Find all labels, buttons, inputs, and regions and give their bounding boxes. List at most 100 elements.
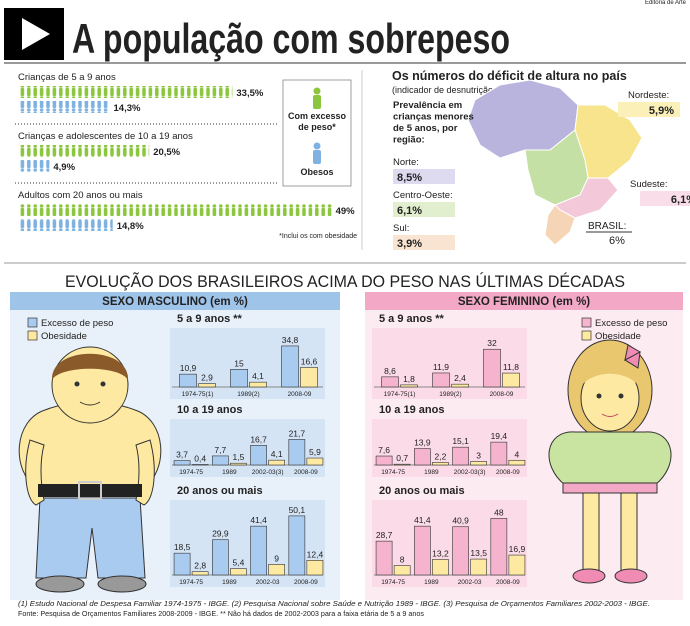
value-label: 0,7 (396, 453, 408, 463)
bar (306, 457, 324, 466)
footnote: Fonte: Pesquisa de Orçamentos Familiares… (18, 609, 424, 618)
value-label: 8,6 (384, 366, 396, 376)
shoe (614, 568, 648, 584)
bar (432, 559, 449, 576)
value-box (640, 191, 690, 206)
panel-header (365, 292, 683, 310)
category-label: 1974-75(1) (384, 391, 416, 398)
icon-row (18, 101, 110, 113)
value-label: 11,9 (433, 362, 449, 372)
hair (51, 353, 129, 380)
legend-label: Obesidade (595, 331, 641, 342)
bar (268, 564, 285, 576)
group-label: Crianças e adolescentes de 10 a 19 anos (18, 131, 193, 142)
bar (400, 384, 418, 388)
category-label: 1974-75(1) (182, 391, 214, 398)
credit: Editoria de Arte (645, 0, 687, 6)
map-description: região: (393, 135, 425, 146)
icon-row (18, 145, 150, 157)
category-label: 2002-03(3) (252, 469, 284, 476)
panel-title: SEXO MASCULINO (em %) (102, 296, 248, 308)
bar (288, 439, 306, 466)
bar (502, 372, 520, 388)
value-label: 29,9 (212, 529, 229, 539)
panel-header (10, 292, 340, 310)
bar (490, 518, 508, 576)
category-label: 1989 (424, 579, 439, 586)
bar (300, 367, 318, 388)
region-value: 5,9% (649, 105, 674, 117)
value-label: 7,6 (378, 445, 390, 455)
bar (179, 373, 197, 388)
woman-figure (548, 339, 672, 584)
legend-label: Obesidade (41, 331, 87, 342)
value-label: 50,1 (289, 505, 306, 515)
category-label: 2008-09 (294, 579, 318, 586)
eye (618, 393, 624, 399)
value-label: 12,4 (307, 549, 324, 559)
value-label: 10,9 (180, 363, 197, 373)
region-name: Centro-Oeste: (393, 190, 453, 201)
leg (582, 491, 600, 573)
value-label: 20,5% (153, 147, 180, 158)
legend-label: Com excesso (288, 111, 347, 121)
value-label: 5,4 (232, 558, 244, 568)
bar (173, 552, 191, 576)
eye (100, 381, 106, 387)
bow (623, 344, 642, 369)
note: *Inclui os com obesidade (279, 233, 357, 240)
category-label: 2008-09 (496, 579, 520, 586)
footnote: (1) Estudo Nacional de Despesa Familiar … (18, 599, 650, 608)
bar (375, 540, 393, 576)
category-label: 2008-09 (496, 469, 520, 476)
legend-label: de peso* (298, 122, 336, 132)
map-description: Prevalência em (393, 100, 462, 111)
map-description: de 5 anos, por (393, 123, 458, 134)
bar (306, 560, 324, 576)
value-label: 13,2 (432, 548, 449, 558)
value-label: 15,1 (452, 436, 469, 446)
eye (74, 381, 80, 387)
shoe (572, 568, 606, 584)
value-label: 15 (234, 358, 244, 368)
region-sul (544, 204, 576, 246)
value-label: 4,1 (252, 371, 264, 381)
buckle (78, 481, 102, 500)
category-label: 2008-09 (294, 469, 318, 476)
value-label: 14,8% (117, 221, 144, 232)
value-label: 16,6 (301, 356, 318, 366)
bar (281, 345, 299, 388)
value-label: 19,4 (491, 431, 508, 441)
bar (508, 554, 526, 576)
category-label: 1989 (222, 579, 237, 586)
bar (490, 441, 508, 466)
icon-row (18, 204, 332, 216)
legend-label: Excesso de peso (41, 318, 113, 329)
bar (508, 459, 526, 466)
total-name: BRASIL: (588, 221, 626, 232)
value-label: 41,4 (414, 515, 431, 525)
category-label: 2008-09 (490, 391, 514, 398)
legend-label: Excesso de peso (595, 318, 667, 329)
category-label: 1974-75 (179, 579, 203, 586)
legend-swatch (27, 330, 38, 341)
region-name: Nordeste: (628, 90, 669, 101)
bar (375, 455, 393, 466)
icon (313, 95, 321, 109)
category-label: 1974-75 (381, 469, 405, 476)
chart-title: 5 a 9 anos ** (379, 313, 445, 325)
value-label: 0,4 (194, 454, 206, 464)
category-label: 2002-03(3) (454, 469, 486, 476)
category-label: 1989(2) (237, 391, 259, 398)
chart-title: 20 anos ou mais (177, 485, 263, 497)
mouth (79, 401, 101, 406)
value-label: 4,9% (53, 162, 75, 173)
bar (250, 444, 267, 466)
panel-title: SEXO FEMININO (em %) (458, 296, 590, 308)
bar (470, 558, 487, 576)
region-value: 8,5% (397, 172, 422, 184)
value-label: 9 (274, 553, 279, 563)
value-label: 16,9 (509, 544, 526, 554)
belt (562, 482, 658, 494)
